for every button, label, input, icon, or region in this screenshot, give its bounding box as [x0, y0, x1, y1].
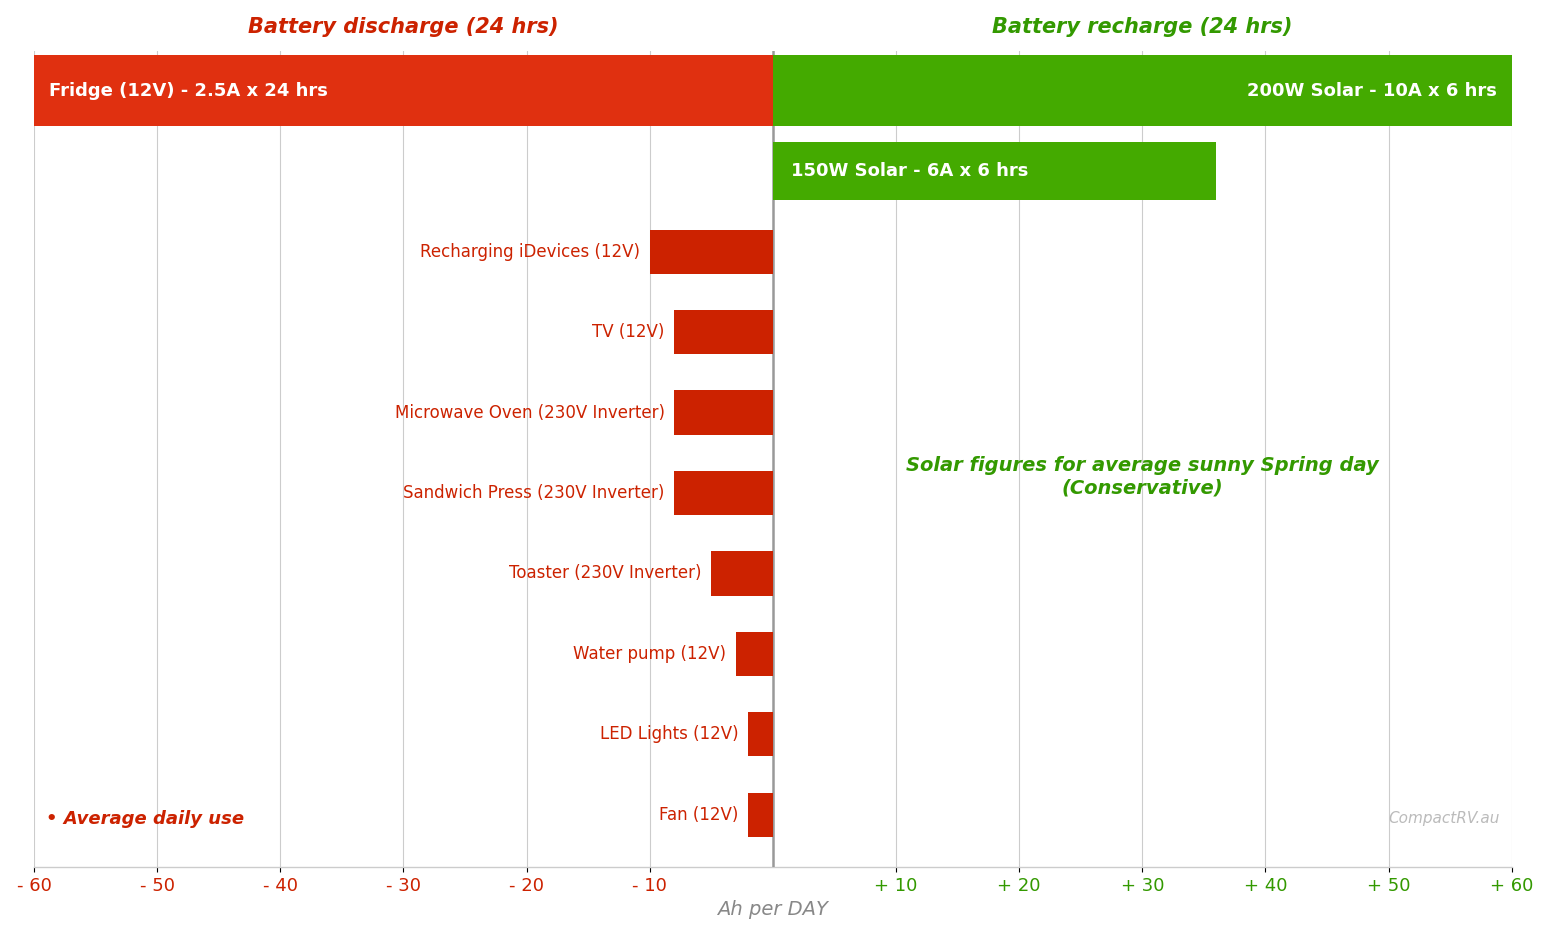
Text: Fan (12V): Fan (12V)	[659, 806, 738, 824]
Text: Recharging iDevices (12V): Recharging iDevices (12V)	[420, 242, 640, 260]
Text: LED Lights (12V): LED Lights (12V)	[600, 725, 738, 743]
Bar	[773, 142, 1217, 200]
Text: TV (12V): TV (12V)	[592, 323, 665, 341]
Bar	[773, 55, 1511, 126]
Bar	[674, 390, 773, 434]
Bar	[674, 310, 773, 354]
Bar	[749, 793, 773, 837]
X-axis label: Ah per DAY: Ah per DAY	[718, 900, 828, 919]
Text: Battery recharge (24 hrs): Battery recharge (24 hrs)	[992, 17, 1293, 37]
Text: Toaster (230V Inverter): Toaster (230V Inverter)	[508, 564, 702, 582]
Bar	[34, 55, 773, 126]
Text: • Average daily use: • Average daily use	[46, 810, 245, 827]
Text: Fridge (12V) - 2.5A x 24 hrs: Fridge (12V) - 2.5A x 24 hrs	[50, 81, 327, 100]
Text: Sandwich Press (230V Inverter): Sandwich Press (230V Inverter)	[403, 484, 665, 502]
Text: 200W Solar - 10A x 6 hrs: 200W Solar - 10A x 6 hrs	[1248, 81, 1497, 100]
Text: Water pump (12V): Water pump (12V)	[574, 645, 725, 663]
Text: Microwave Oven (230V Inverter): Microwave Oven (230V Inverter)	[395, 403, 665, 421]
Bar	[711, 551, 773, 595]
Text: CompactRV.au: CompactRV.au	[1387, 812, 1499, 826]
Bar	[736, 632, 773, 676]
Bar	[749, 712, 773, 756]
Text: Battery discharge (24 hrs): Battery discharge (24 hrs)	[248, 17, 558, 37]
Text: Solar figures for average sunny Spring day
(Conservative): Solar figures for average sunny Spring d…	[905, 457, 1378, 497]
Bar	[649, 229, 773, 274]
Bar	[674, 471, 773, 515]
Text: 150W Solar - 6A x 6 hrs: 150W Solar - 6A x 6 hrs	[792, 162, 1029, 181]
